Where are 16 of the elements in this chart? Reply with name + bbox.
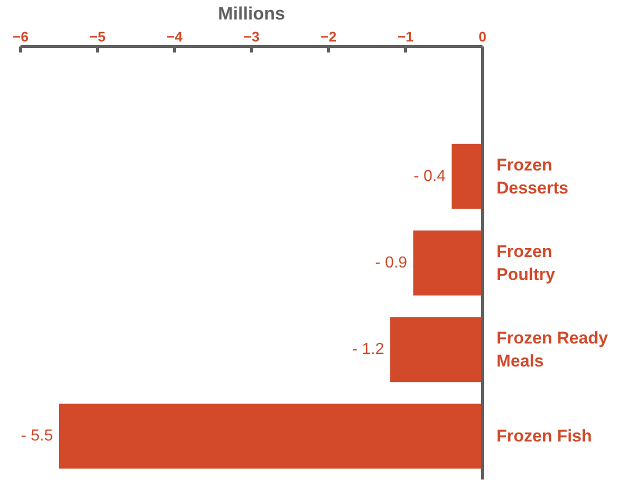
y-tick-label: Frozen Desserts bbox=[496, 156, 568, 198]
x-axis-title: Millions bbox=[218, 4, 285, 24]
x-tick-label: 0 bbox=[478, 28, 487, 44]
data-label: - 0.4 bbox=[414, 168, 446, 185]
x-tick-label: −3 bbox=[244, 28, 260, 44]
y-tick-label: Frozen Ready Meals bbox=[496, 328, 609, 370]
x-tick-label: −4 bbox=[166, 28, 183, 44]
x-tick-label: −6 bbox=[12, 28, 29, 44]
y-tick-label: Frozen Fish bbox=[496, 426, 592, 446]
x-tick-label: −5 bbox=[90, 28, 106, 44]
x-tick-label: −1 bbox=[398, 28, 414, 44]
data-label: - 1.2 bbox=[352, 341, 384, 358]
y-tick-label: Frozen Poultry bbox=[496, 242, 556, 284]
data-label: - 5.5 bbox=[20, 428, 54, 445]
data-label: - 0.9 bbox=[375, 254, 408, 272]
x-tick-label: −2 bbox=[320, 28, 337, 44]
